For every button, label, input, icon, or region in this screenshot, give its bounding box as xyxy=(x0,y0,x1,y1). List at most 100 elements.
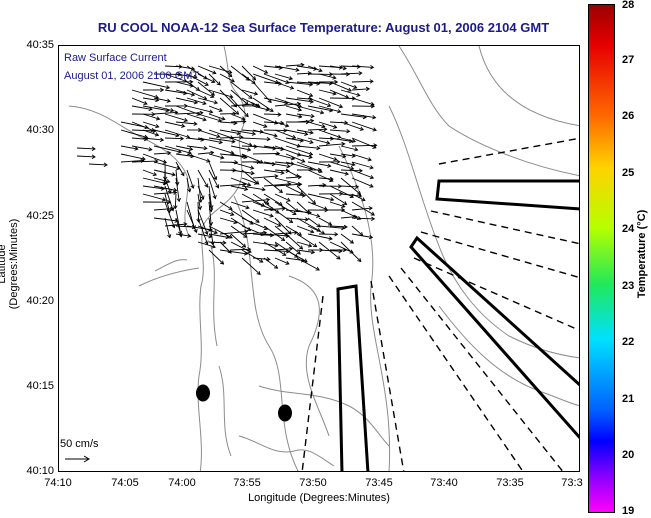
current-vector xyxy=(285,153,305,163)
current-vector-head xyxy=(288,76,294,81)
current-vector-head xyxy=(152,128,157,134)
current-vector-head xyxy=(358,168,363,173)
current-vector xyxy=(219,183,246,187)
current-vector xyxy=(120,153,146,160)
current-vector-head xyxy=(310,229,315,234)
current-vector-head xyxy=(161,197,167,202)
current-vector xyxy=(329,201,345,208)
current-vector xyxy=(241,257,261,275)
current-vector xyxy=(296,113,315,117)
current-vector xyxy=(164,223,187,227)
current-vector-head xyxy=(310,113,315,119)
colorbar-tick: 23 xyxy=(622,280,635,292)
current-vector xyxy=(174,193,177,209)
current-vector-head xyxy=(181,123,186,128)
current-vector xyxy=(285,233,303,250)
current-vector xyxy=(340,209,361,220)
current-vector xyxy=(131,105,152,110)
current-vector-head xyxy=(212,70,217,75)
current-vector-head xyxy=(326,140,331,145)
dashed-fan-lines xyxy=(301,137,579,471)
current-vector-head xyxy=(217,118,222,123)
current-vector-head xyxy=(144,124,149,130)
current-vector xyxy=(318,153,337,161)
current-vector-head xyxy=(218,139,223,145)
current-vector xyxy=(164,217,171,238)
current-vector xyxy=(186,105,213,113)
current-vector-head xyxy=(370,211,375,216)
current-vector xyxy=(120,160,144,163)
current-vector-head xyxy=(213,230,218,235)
current-vector-head xyxy=(296,250,301,255)
current-vector xyxy=(318,121,337,129)
current-vector-head xyxy=(251,101,256,107)
current-vector-head xyxy=(236,131,241,136)
current-vector xyxy=(230,137,252,146)
current-vector-head xyxy=(203,145,208,151)
current-vector-head xyxy=(349,249,354,254)
current-vector xyxy=(153,161,180,170)
current-vector-head xyxy=(297,107,303,112)
current-vector-head xyxy=(251,80,256,84)
current-vector xyxy=(296,185,316,205)
current-vector-head xyxy=(357,190,362,195)
current-vector xyxy=(351,97,375,106)
current-vector xyxy=(208,169,219,189)
current-vector xyxy=(197,193,201,210)
current-vector-head xyxy=(254,180,259,185)
current-vector-head xyxy=(278,189,283,194)
current-vector-head xyxy=(266,136,271,142)
current-vector xyxy=(208,153,224,159)
current-vector xyxy=(285,176,302,179)
current-vector-head xyxy=(349,239,354,244)
current-vector-head xyxy=(228,234,233,239)
current-vector xyxy=(164,73,187,82)
current-vector xyxy=(219,217,238,224)
current-vector-head xyxy=(285,260,290,265)
current-vector xyxy=(219,201,233,210)
current-vector xyxy=(175,153,194,157)
current-vector-head xyxy=(368,206,373,211)
current-vector-head xyxy=(219,260,225,265)
current-vector xyxy=(351,225,364,236)
current-vector xyxy=(340,81,357,89)
current-vector-head xyxy=(277,112,282,117)
current-vector xyxy=(186,169,194,189)
current-vector xyxy=(230,81,253,99)
current-vector xyxy=(142,153,167,164)
current-vector-head xyxy=(317,167,322,173)
current-vector-head xyxy=(310,118,315,124)
current-vector xyxy=(197,152,214,155)
current-vector xyxy=(285,241,301,255)
current-vector xyxy=(329,153,346,158)
current-vector xyxy=(230,225,248,238)
current-vector-head xyxy=(354,147,359,152)
current-vector-head xyxy=(228,69,233,74)
current-vector xyxy=(252,257,270,260)
current-vector xyxy=(230,145,251,151)
current-vector-head xyxy=(162,159,168,164)
current-vector xyxy=(329,89,349,99)
x-tick-label: 73:40 xyxy=(430,477,458,489)
current-vector-head xyxy=(173,190,178,195)
current-vector xyxy=(164,193,171,213)
current-vector xyxy=(252,105,270,111)
current-vector xyxy=(175,97,198,104)
current-vector xyxy=(241,177,258,185)
current-vector-head xyxy=(176,197,182,203)
current-vector xyxy=(142,193,166,201)
current-vector-head xyxy=(193,100,199,105)
current-vector xyxy=(142,185,165,190)
current-vector xyxy=(208,225,233,239)
zones xyxy=(336,179,579,471)
current-vector xyxy=(241,209,260,223)
current-vector-head xyxy=(143,101,148,106)
current-vector-head xyxy=(193,121,198,126)
current-vector xyxy=(351,121,377,131)
current-vector xyxy=(329,129,350,132)
current-vector-head xyxy=(316,213,321,218)
current-vector-head xyxy=(358,71,363,76)
current-vector xyxy=(230,161,254,169)
current-vector xyxy=(263,97,288,104)
current-vector xyxy=(307,81,333,85)
